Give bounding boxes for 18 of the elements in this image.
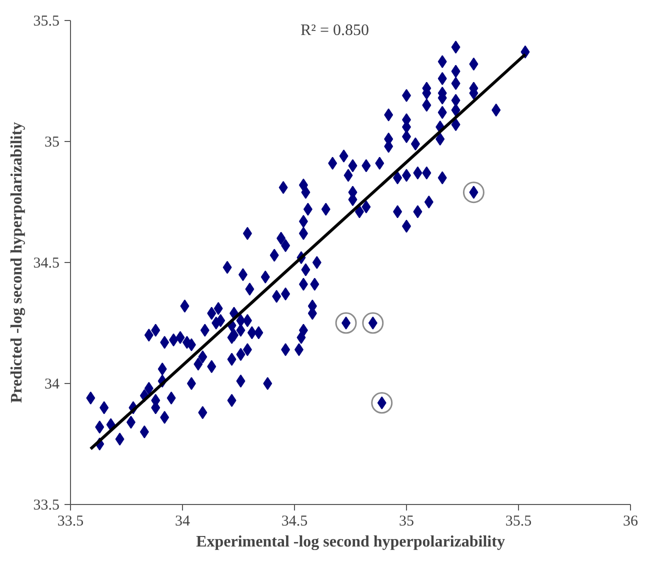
- y-axis-title: Predicted -log second hyperpolarizability: [8, 122, 26, 404]
- y-tick-label: 33.5: [33, 498, 60, 514]
- point: [371, 392, 393, 414]
- x-axis-title: Experimental -log second hyperpolarizability: [196, 534, 505, 550]
- point: [462, 182, 484, 204]
- x-tick-label: 33.5: [57, 514, 84, 530]
- y-tick-label: 34: [44, 376, 60, 392]
- x-tick-label: 34.5: [281, 514, 308, 530]
- y-tick-label: 35: [44, 134, 60, 150]
- annotation: R² = 0.850: [300, 22, 369, 39]
- y-tick-label: 34.5: [33, 256, 60, 272]
- point: [362, 312, 384, 334]
- x-tick-label: 36: [623, 514, 638, 530]
- x-tick-label: 34: [175, 514, 190, 530]
- point: [335, 312, 357, 334]
- x-tick-label: 35: [399, 514, 414, 530]
- x-tick-label: 35.5: [505, 514, 532, 530]
- y-tick-label: 35.5: [33, 14, 60, 30]
